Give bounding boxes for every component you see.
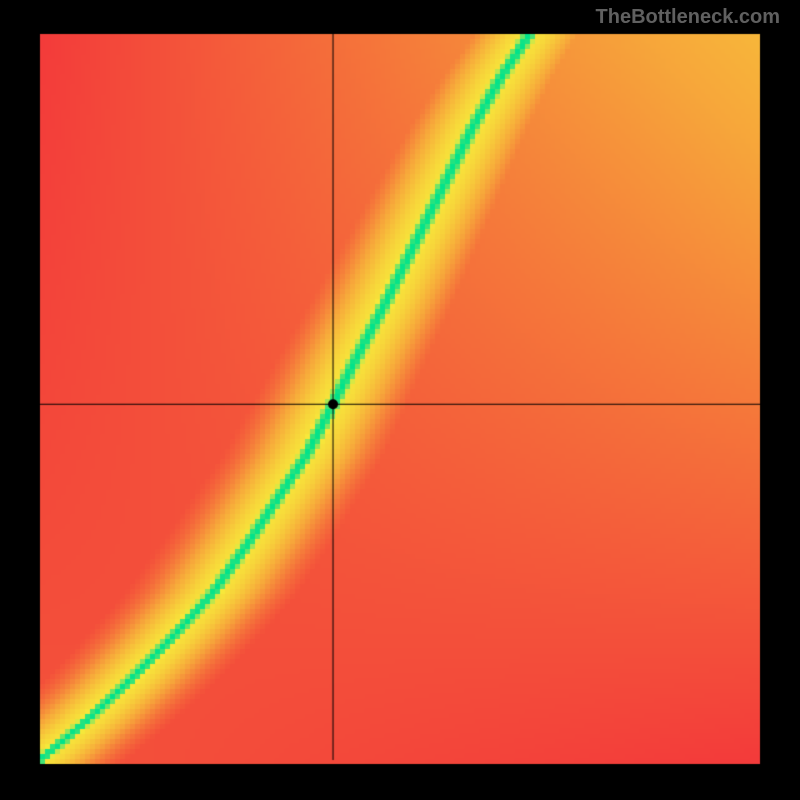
bottleneck-heatmap [0, 0, 800, 800]
watermark-text: TheBottleneck.com [596, 6, 780, 29]
heatmap-canvas [0, 0, 800, 800]
